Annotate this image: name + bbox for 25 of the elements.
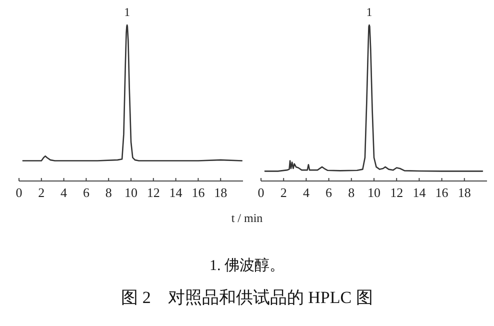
x-tick-label: 14 [169,185,183,200]
annotation: 1 [366,5,372,19]
x-tick-label: 14 [412,185,426,200]
x-tick-label: 0 [258,185,264,200]
x-tick-label: 8 [105,185,112,200]
x-tick-label: 4 [302,185,310,200]
x-tick-label: 12 [146,185,160,200]
x-axis-title: t / min [231,211,263,225]
x-tick-label: 2 [38,185,45,200]
x-tick-label: 2 [280,185,287,200]
x-tick-label: 6 [326,185,333,200]
x-tick-label: 12 [390,185,404,200]
x-tick-label: 16 [435,185,449,200]
text: 1. 佛波醇。 [210,257,284,274]
text: 图 2 对照品和供试品的 HPLC 图 [121,288,373,307]
x-tick-label: 8 [348,185,355,200]
x-tick-label: 18 [458,185,471,200]
annotation: 1 [124,5,130,19]
x-tick-label: 4 [60,185,68,200]
x-tick-label: 10 [368,185,380,200]
x-tick-label: 0 [16,185,22,200]
x-tick-label: 6 [82,185,90,200]
x-tick-label: 10 [124,185,138,200]
x-tick-label: 18 [214,185,228,200]
x-tick-label: 16 [192,185,206,200]
